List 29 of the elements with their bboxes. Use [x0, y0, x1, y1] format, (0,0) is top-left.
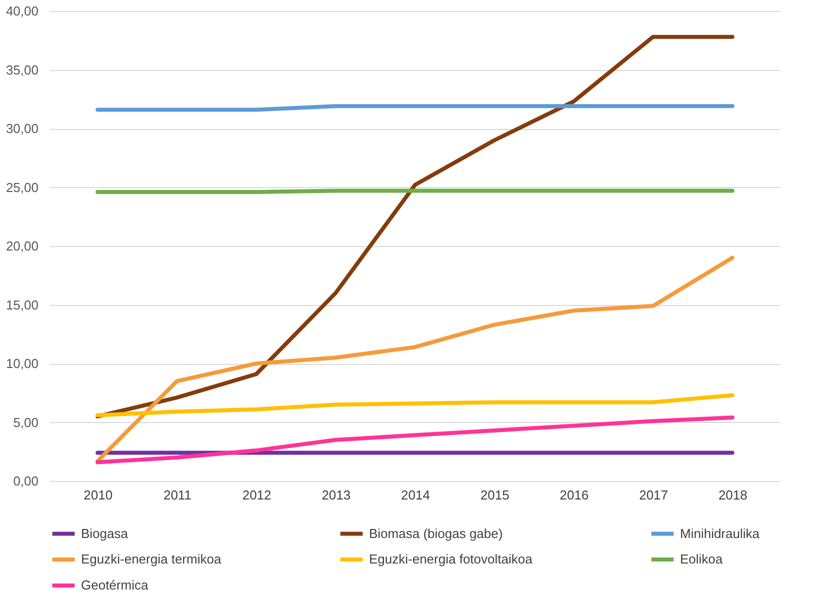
x-tick-label: 2010: [84, 488, 113, 502]
x-tick-label: 2017: [639, 488, 668, 502]
x-tick-label: 2018: [718, 488, 748, 502]
legend-label: Minihidraulika: [680, 526, 760, 541]
line-series: [96, 256, 734, 464]
y-tick-label: 15,00: [6, 297, 38, 312]
line-series: [96, 393, 734, 418]
x-tick-label: 2016: [560, 488, 589, 502]
y-tick-label: 30,00: [6, 121, 38, 136]
y-tick-label: 10,00: [6, 356, 38, 371]
x-tick-label: 2011: [163, 488, 192, 502]
legend-label: Biogasa: [81, 526, 129, 541]
y-tick-label: 20,00: [6, 238, 38, 254]
legend-label: Eolikoa: [680, 552, 724, 566]
y-tick-label: 0,00: [13, 474, 38, 488]
y-tick-label: 25,00: [6, 180, 38, 195]
legend-label: Biomasa (biogas gabe): [369, 526, 503, 541]
legend-label: Eguzki-energia fotovoltaikoa: [369, 552, 534, 566]
x-tick-label: 2012: [242, 488, 272, 502]
line-series: [96, 416, 734, 464]
legend-label: Eguzki-energia termikoa: [81, 552, 222, 566]
y-tick-label: 5,00: [13, 414, 38, 430]
legend-label: Geotérmica: [81, 578, 149, 592]
x-tick-label: 2015: [480, 488, 510, 502]
x-tick-label: 2014: [401, 488, 430, 502]
y-tick-label: 40,00: [6, 4, 38, 18]
x-tick-label: 2013: [322, 488, 351, 502]
y-tick-label: 35,00: [6, 62, 38, 78]
line-series: [96, 34, 734, 418]
